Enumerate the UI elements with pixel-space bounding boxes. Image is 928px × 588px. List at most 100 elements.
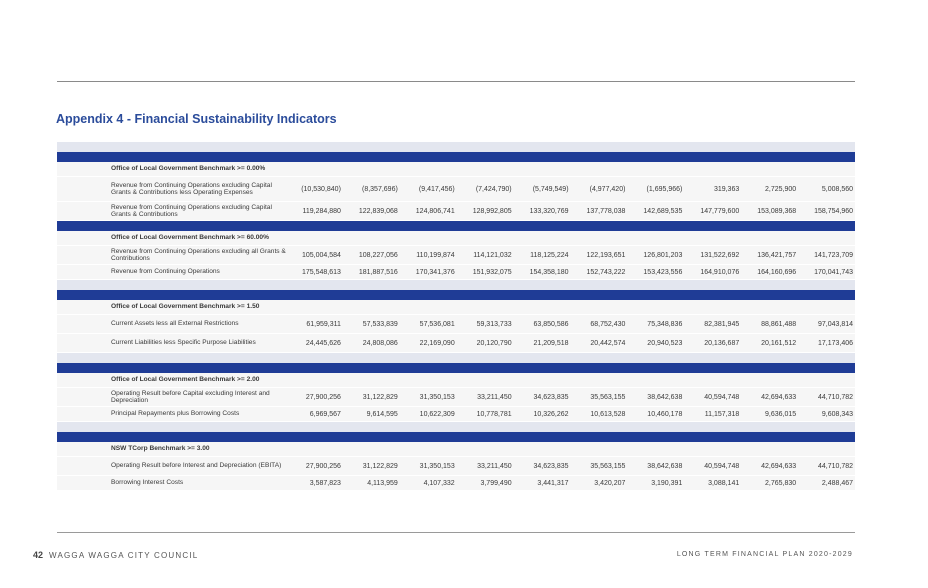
value-cell: 6,969,567 — [309, 410, 341, 418]
benchmark-row: Office of Local Government Benchmark >= … — [57, 373, 855, 387]
value-cell: 151,932,075 — [472, 268, 512, 276]
value-cell: 17,173,406 — [818, 339, 854, 347]
value-cell: 27,900,256 — [305, 462, 341, 470]
value-cell: 44,710,782 — [818, 462, 854, 470]
value-cell: 33,211,450 — [477, 462, 512, 470]
value-cell: 4,113,959 — [367, 479, 398, 487]
value-cell: 110,199,874 — [416, 251, 455, 259]
value-cell: 35,563,155 — [590, 462, 626, 470]
value-cell: (4,977,420) — [589, 185, 626, 193]
table-row: Current Liabilities less Specific Purpos… — [57, 334, 855, 352]
value-cell: 10,460,178 — [647, 410, 683, 418]
value-cell: 33,211,450 — [477, 393, 512, 401]
value-cell: 152,743,222 — [586, 268, 626, 276]
table-row: Revenue from Continuing Operations 175,5… — [57, 265, 855, 279]
value-cell: (9,417,456) — [418, 185, 455, 193]
value-cell: 97,043,814 — [818, 320, 854, 328]
value-cell: 128,992,805 — [472, 207, 512, 215]
value-cell: 2,725,900 — [765, 185, 797, 193]
value-cell: 3,799,490 — [480, 479, 512, 487]
value-cell: 153,089,368 — [757, 207, 797, 215]
document-name: LONG TERM FINANCIAL PLAN 2020-2029 — [676, 551, 853, 558]
value-cell: 42,694,633 — [761, 462, 797, 470]
table-row: Operating Result before Interest and Dep… — [57, 457, 855, 475]
value-cell: (1,695,966) — [646, 185, 683, 193]
value-cell: 147,779,600 — [700, 207, 740, 215]
table-row: Principal Repayments plus Borrowing Cost… — [57, 407, 855, 421]
value-cell: 24,445,626 — [305, 339, 341, 347]
benchmark-label: Office of Local Government Benchmark >= … — [111, 376, 260, 384]
table-row: Revenue from Continuing Operations exclu… — [57, 246, 855, 264]
value-cell: 61,959,311 — [306, 320, 341, 328]
value-cell: 142,689,535 — [643, 207, 683, 215]
benchmark-label: Office of Local Government Benchmark >= … — [111, 303, 260, 311]
value-cell: 105,004,584 — [301, 251, 341, 259]
value-cell: 31,350,153 — [419, 393, 455, 401]
value-cell: 35,563,155 — [590, 393, 626, 401]
value-cell: 31,122,829 — [362, 462, 398, 470]
section-divider-light-bar — [57, 353, 855, 363]
value-cell: 170,041,743 — [814, 268, 854, 276]
table-header-light-bar — [57, 142, 855, 152]
row-label: Revenue from Continuing Operations — [111, 268, 220, 276]
row-label: Current Liabilities less Specific Purpos… — [111, 339, 256, 347]
header-rule — [57, 81, 855, 82]
table-row: Current Assets less all External Restric… — [57, 315, 855, 333]
value-cell: 124,806,741 — [415, 207, 455, 215]
value-cell: 175,548,613 — [301, 268, 341, 276]
value-cell: 82,381,945 — [704, 320, 740, 328]
value-cell: 164,910,076 — [700, 268, 740, 276]
value-cell: 154,358,180 — [529, 268, 569, 276]
indicators-table: Office of Local Government Benchmark >= … — [57, 142, 855, 490]
value-cell: 42,694,633 — [761, 393, 797, 401]
value-cell: 57,536,081 — [419, 320, 455, 328]
section-divider-bar — [57, 221, 855, 231]
value-cell: 319,363 — [713, 185, 740, 193]
value-cell: 170,341,376 — [415, 268, 455, 276]
section-divider-bar — [57, 432, 855, 442]
value-cell: 114,121,032 — [473, 251, 512, 259]
benchmark-row: Office of Local Government Benchmark >= … — [57, 162, 855, 176]
value-cell: 3,587,823 — [309, 479, 341, 487]
value-cell: 20,120,790 — [476, 339, 512, 347]
value-cell: 31,122,829 — [362, 393, 398, 401]
value-cell: 2,765,830 — [765, 479, 797, 487]
section-divider-bar — [57, 363, 855, 373]
table-row: Revenue from Continuing Operations exclu… — [57, 202, 855, 220]
section-divider-light-bar — [57, 280, 855, 290]
table-header-dark-bar — [57, 152, 855, 162]
value-cell: 181,887,516 — [358, 268, 398, 276]
row-label: Revenue from Continuing Operations exclu… — [111, 181, 272, 196]
value-cell: 11,157,318 — [704, 410, 740, 418]
value-cell: 44,710,782 — [818, 393, 854, 401]
value-cell: 21,209,518 — [533, 339, 569, 347]
value-cell: (10,530,840) — [301, 185, 341, 193]
page-number: 42 — [33, 550, 44, 560]
value-cell: 57,533,839 — [362, 320, 398, 328]
value-cell: 9,608,343 — [821, 410, 854, 418]
value-cell: 153,423,556 — [643, 268, 683, 276]
benchmark-label: Office of Local Government Benchmark >= … — [111, 165, 266, 173]
value-cell: 4,107,332 — [423, 479, 455, 487]
value-cell: 131,522,692 — [700, 251, 740, 259]
value-cell: (5,749,549) — [532, 185, 569, 193]
value-cell: 122,193,651 — [586, 251, 626, 259]
value-cell: 164,160,696 — [757, 268, 797, 276]
value-cell: 118,125,224 — [530, 251, 569, 259]
value-cell: 10,622,309 — [419, 410, 455, 418]
value-cell: 3,441,317 — [537, 479, 569, 487]
value-cell: 3,088,141 — [708, 479, 740, 487]
value-cell: 119,284,880 — [302, 207, 341, 215]
row-label: Operating Result before Capital excludin… — [111, 389, 270, 404]
value-cell: 158,754,960 — [814, 207, 854, 215]
benchmark-row: Office of Local Government Benchmark >= … — [57, 231, 855, 245]
benchmark-label: NSW TCorp Benchmark >= 3.00 — [111, 445, 210, 453]
footer-rule — [57, 532, 855, 533]
section-divider-light-bar — [57, 422, 855, 432]
table-row: Operating Result before Capital excludin… — [57, 388, 855, 406]
value-cell: 108,227,056 — [358, 251, 398, 259]
value-cell: 31,350,153 — [419, 462, 455, 470]
value-cell: 3,420,207 — [594, 479, 626, 487]
value-cell: 68,752,430 — [590, 320, 626, 328]
value-cell: 5,008,560 — [821, 185, 854, 193]
